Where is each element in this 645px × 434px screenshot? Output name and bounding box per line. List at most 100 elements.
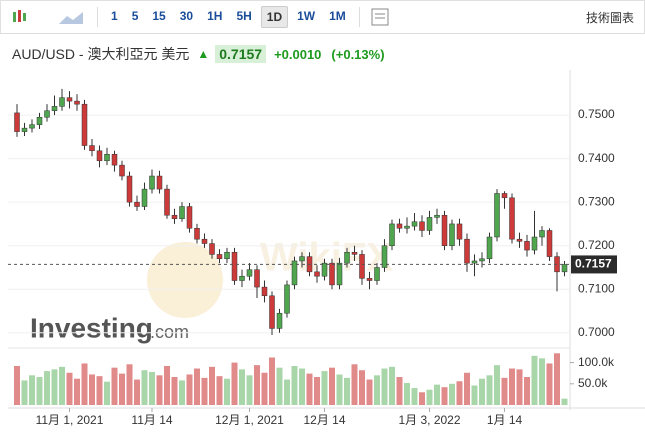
volume-bar (216, 376, 223, 405)
candle-body (141, 188, 148, 207)
candle-body (179, 206, 185, 219)
candle-body (201, 238, 208, 244)
candle-body (359, 254, 365, 279)
volume-bar (156, 375, 163, 405)
volume-bar (261, 372, 268, 405)
volume-bar (306, 373, 313, 405)
candle-body (164, 188, 170, 216)
volume-bar (419, 392, 425, 405)
volume-bar (171, 377, 178, 405)
volume-bar (194, 368, 200, 405)
x-tick-label: 11月 1, 2021 (36, 413, 104, 427)
x-tick-label: 1月 14 (487, 413, 523, 427)
interval-button[interactable]: 5 (131, 9, 139, 23)
symbol: AUD/USD - 澳大利亞元 美元 (12, 46, 190, 62)
volume-bar (329, 367, 335, 405)
candle-body (261, 286, 268, 297)
candle-body (374, 267, 380, 281)
volume-bar (104, 381, 110, 405)
volume-bar (51, 369, 58, 405)
candle-body (269, 295, 275, 329)
volume-bar (411, 388, 418, 405)
candle-body (29, 124, 35, 129)
volume-bar (531, 355, 538, 405)
candle-body (209, 243, 215, 255)
volume-bar (359, 370, 365, 405)
candle-body (546, 230, 553, 257)
volume-bar (366, 379, 373, 405)
volume-bar (36, 377, 43, 405)
volume-bar (269, 357, 275, 405)
interval-button[interactable]: 5H (236, 9, 252, 23)
volume-bar (246, 375, 253, 405)
volume-bar (209, 366, 215, 405)
candle-body (89, 145, 95, 152)
candle-body (426, 217, 433, 231)
volume-bar (509, 368, 515, 405)
x-tick-label: 1月 3, 2022 (398, 413, 460, 427)
interval-button[interactable]: 30 (179, 9, 194, 23)
candle-body (494, 193, 500, 238)
candle-body (456, 223, 463, 240)
volume-bar (486, 375, 493, 405)
volume-bar (516, 369, 523, 405)
volume-bar (276, 367, 283, 405)
area-icon[interactable] (51, 2, 91, 32)
volume-bar (554, 353, 560, 405)
volume-bar (89, 374, 95, 405)
volume-bar (471, 385, 478, 405)
candle-body (366, 278, 373, 281)
interval-button[interactable]: 1M (329, 9, 346, 23)
change: +0.0010 (274, 46, 322, 62)
volume-bar (284, 379, 290, 405)
interval-button[interactable]: 1H (207, 9, 223, 23)
volume-bar (254, 365, 260, 405)
candle-body (66, 97, 73, 102)
interval-group: 1 5 15 30 1H 5H 1D 1W 1M (104, 6, 353, 28)
logo-suffix: .com (150, 322, 189, 342)
candle-body (104, 154, 110, 162)
chart-type-icons[interactable] (1, 2, 51, 32)
volume-bar (456, 381, 463, 405)
volume-bar (29, 375, 35, 405)
candle-body (96, 150, 103, 162)
last-price-box (571, 255, 617, 274)
volume-bar (381, 368, 388, 405)
volume-bar (494, 365, 500, 405)
price: 0.7157 (215, 45, 267, 63)
volume-tick-label: 50.0k (578, 376, 608, 390)
candle-body (336, 262, 343, 286)
candle-body (44, 110, 50, 118)
candle-body (284, 284, 290, 314)
candle-body (171, 214, 178, 219)
volume-bar (231, 362, 238, 405)
settings-icon[interactable] (366, 2, 396, 32)
volume-bar (224, 378, 230, 405)
volume-bar (14, 365, 20, 405)
candle-body (239, 275, 245, 281)
y-tick-label: 0.7000 (578, 325, 615, 339)
volume-bar (186, 374, 193, 405)
interval-button[interactable]: 1 (111, 9, 118, 23)
volume-bar (501, 377, 508, 405)
volume-bar (389, 366, 395, 405)
volume-bar (299, 368, 305, 405)
candle-body (299, 256, 305, 262)
volume-bar (479, 378, 485, 405)
interval-button[interactable]: 15 (152, 9, 166, 23)
candle-body (276, 312, 283, 329)
candle-body (509, 197, 515, 240)
interval-button[interactable]: 1D (260, 6, 289, 28)
candle-body (119, 164, 125, 177)
volume-bar (111, 367, 118, 405)
candle-body (389, 223, 395, 246)
volume-bar (21, 380, 28, 405)
candle-body (531, 236, 538, 251)
volume-bar (464, 372, 470, 405)
tech-charts-link[interactable]: 技術圖表 (585, 11, 634, 25)
volume-bar (539, 358, 545, 405)
interval-button[interactable]: 1W (297, 9, 316, 23)
change-pct: (+0.13%) (331, 46, 385, 62)
volume-bar (239, 369, 245, 405)
candle-body (411, 221, 418, 227)
